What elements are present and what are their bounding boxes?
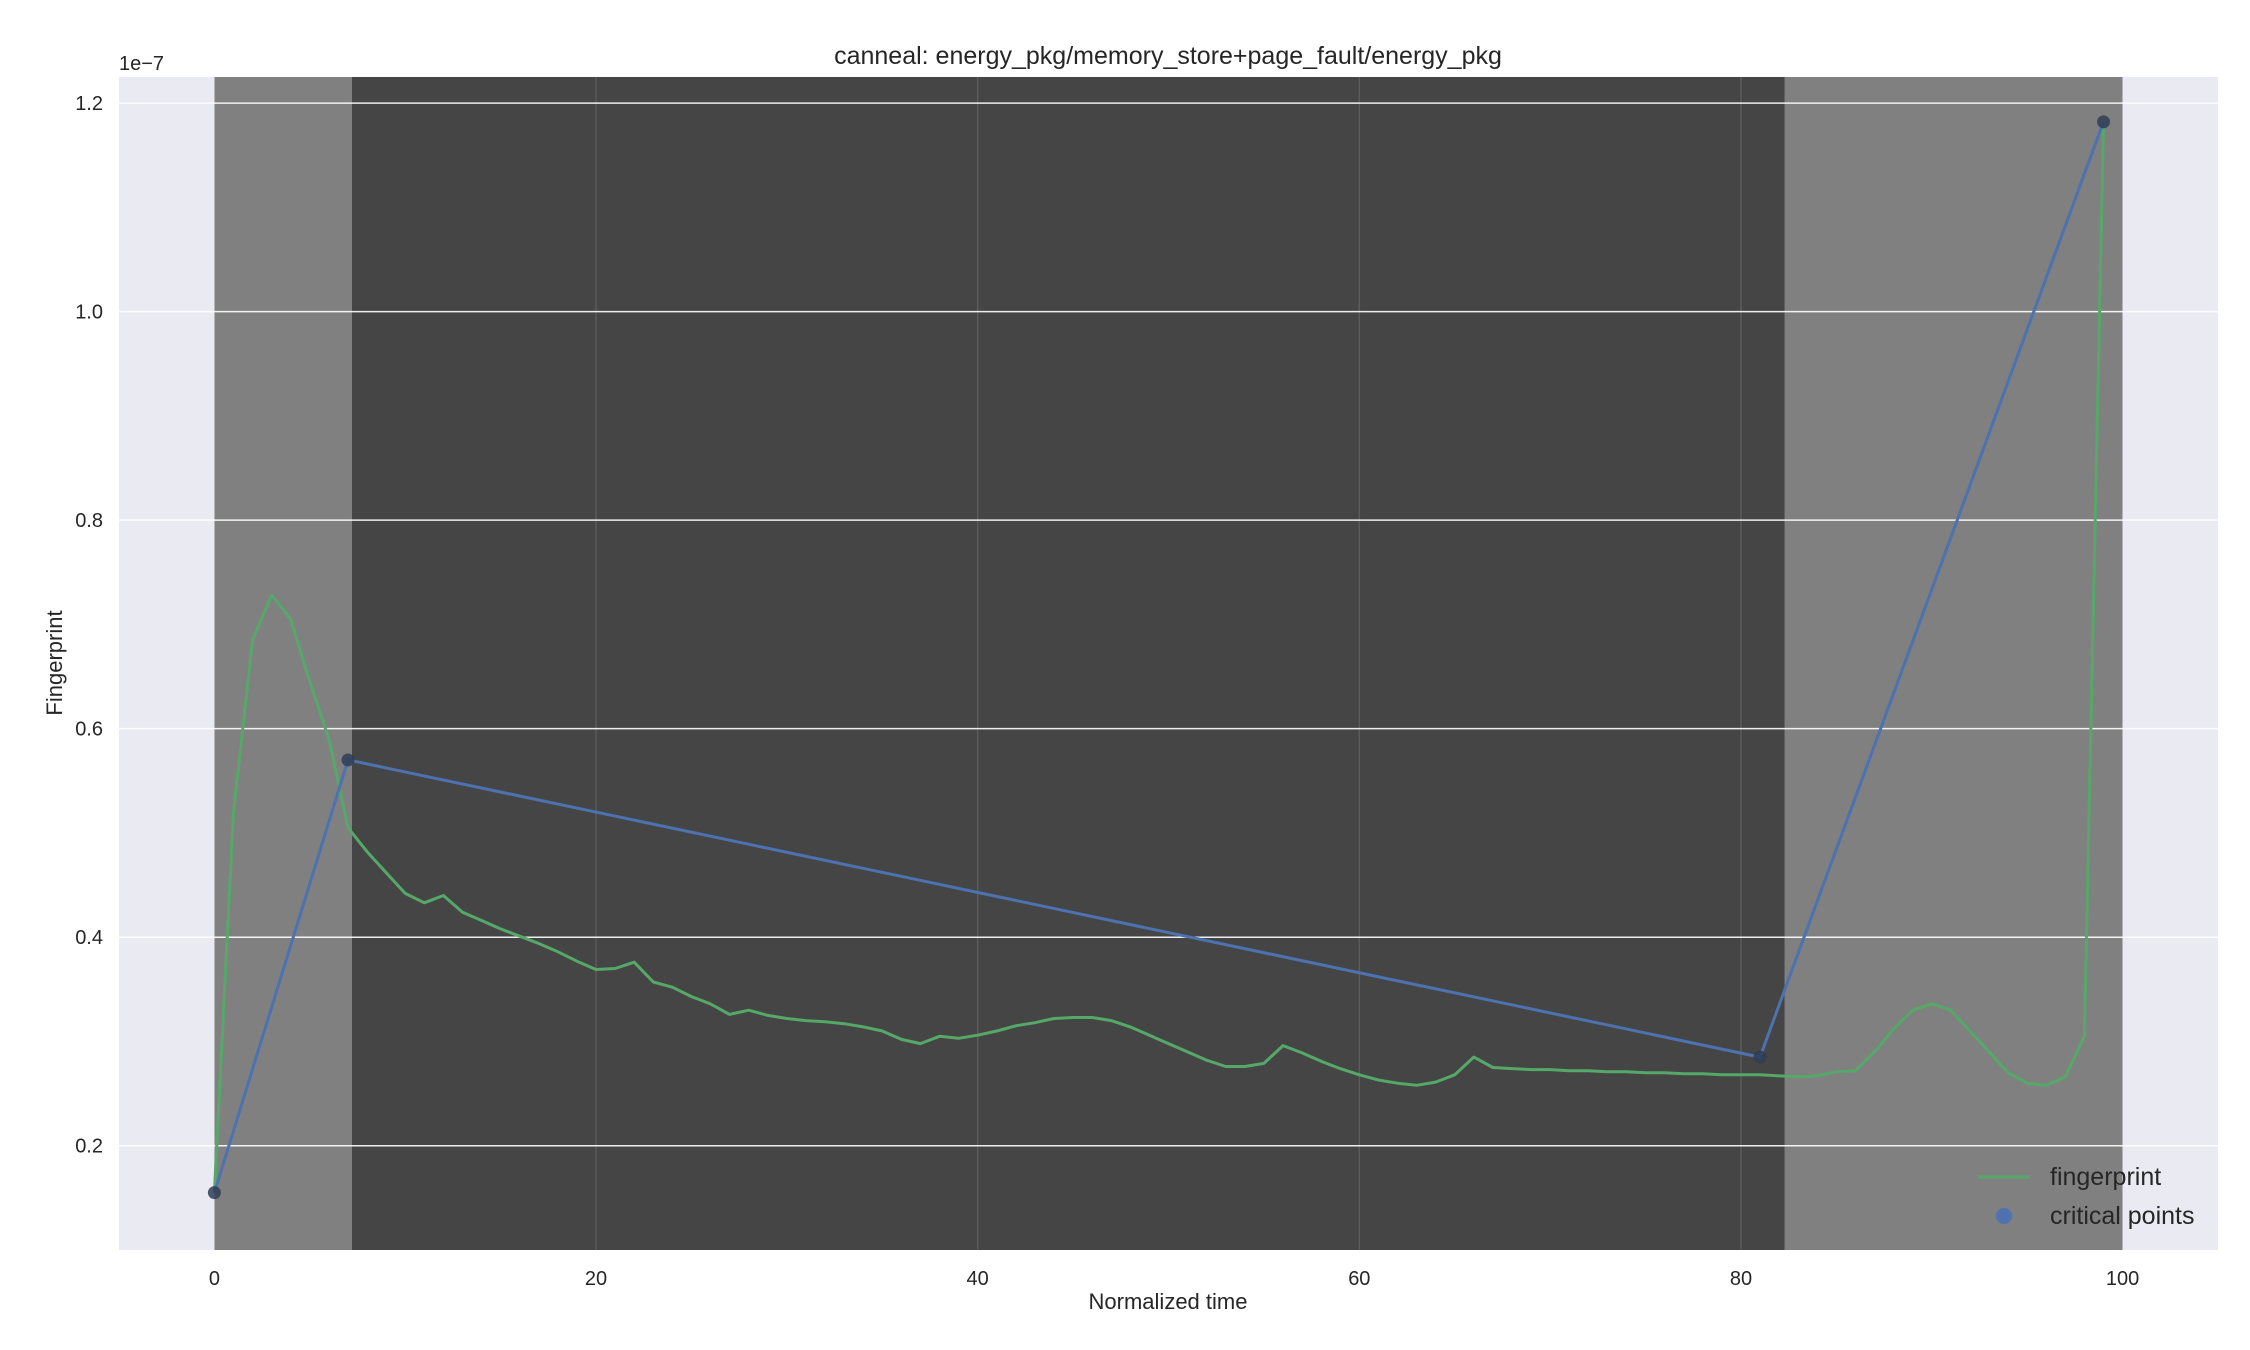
critical-point-marker — [208, 1186, 221, 1199]
critical-point-marker — [2097, 115, 2110, 128]
x-tick-label: 80 — [1730, 1268, 1752, 1290]
y-axis-label: Fingerprint — [42, 610, 67, 715]
y-tick-label: 1.2 — [75, 93, 103, 115]
shaded-region-1 — [352, 77, 1785, 1250]
critical-point-marker — [1754, 1051, 1767, 1064]
legend-critical-points-label: critical points — [2050, 1202, 2195, 1230]
shaded-regions — [214, 77, 2122, 1250]
y-tick-label: 0.8 — [75, 510, 103, 532]
y-tick-label: 1.0 — [75, 302, 103, 324]
legend-critical-points-marker — [1996, 1208, 2012, 1224]
y-tick-label: 0.6 — [75, 719, 103, 741]
legend-fingerprint-label: fingerprint — [2050, 1163, 2161, 1191]
critical-point-marker — [341, 753, 354, 766]
y-tick-label: 0.2 — [75, 1136, 103, 1158]
x-tick-label: 20 — [585, 1268, 607, 1290]
x-tick-label: 40 — [967, 1268, 989, 1290]
x-tick-label: 0 — [209, 1268, 220, 1290]
shaded-region-2 — [1785, 77, 2123, 1250]
x-axis-label: Normalized time — [1089, 1289, 1248, 1314]
x-tick-label: 60 — [1348, 1268, 1370, 1290]
x-axis-ticks: 0 20 40 60 80 100 — [209, 1268, 2139, 1290]
y-axis-ticks: 0.2 0.4 0.6 0.8 1.0 1.2 — [75, 93, 103, 1158]
shaded-region-0 — [214, 77, 351, 1250]
y-axis-multiplier: 1e−7 — [119, 53, 164, 75]
x-tick-label: 100 — [2106, 1268, 2139, 1290]
chart-title: canneal: energy_pkg/memory_store+page_fa… — [834, 42, 1502, 70]
y-tick-label: 0.4 — [75, 927, 103, 949]
